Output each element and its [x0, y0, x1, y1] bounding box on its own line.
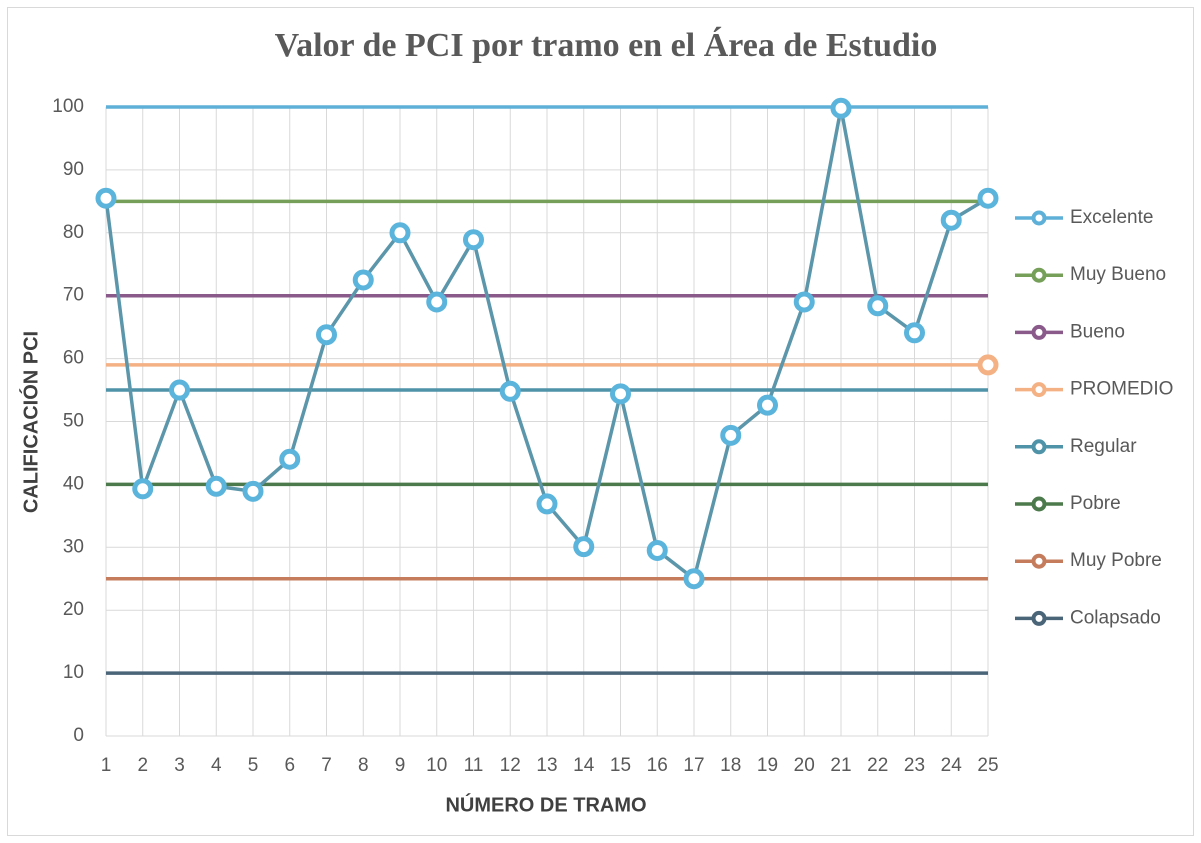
x-tick-label: 25 — [977, 755, 998, 776]
y-tick-label: 70 — [63, 285, 84, 306]
y-tick-label: 0 — [73, 725, 84, 746]
x-axis-title: NÚMERO DE TRAMO — [445, 792, 646, 816]
y-tick-label: 60 — [63, 348, 84, 369]
data-point — [132, 478, 154, 500]
x-tick-label: 11 — [464, 755, 484, 776]
legend-label: Regular — [1070, 436, 1137, 457]
data-point — [977, 187, 999, 209]
legend-label: Pobre — [1070, 493, 1121, 514]
legend-label: Bueno — [1070, 321, 1125, 342]
x-tick-label: 20 — [794, 755, 815, 776]
legend-label: Excelente — [1070, 207, 1153, 228]
legend-marker — [1031, 382, 1047, 398]
legend-marker — [1031, 267, 1047, 283]
data-point — [683, 568, 705, 590]
data-point — [646, 539, 668, 561]
legend-marker — [1031, 324, 1047, 340]
data-point — [830, 97, 852, 119]
x-tick-label: 7 — [321, 755, 332, 776]
x-tick-label: 14 — [573, 755, 595, 776]
y-tick-label: 100 — [52, 96, 84, 117]
data-point — [316, 324, 337, 346]
x-tick-label: 19 — [757, 755, 778, 776]
y-axis-title: CALIFICACIÓN PCI — [18, 331, 42, 513]
y-tick-label: 90 — [63, 159, 84, 180]
y-tick-label: 10 — [63, 662, 84, 683]
data-point — [720, 424, 742, 446]
data-point — [352, 269, 374, 291]
y-tick-label: 30 — [63, 536, 84, 557]
data-point — [610, 383, 631, 405]
x-tick-label: 12 — [500, 755, 521, 776]
x-tick-label: 6 — [284, 755, 295, 776]
chart-title: Valor de PCI por tramo en el Área de Est… — [275, 27, 938, 64]
x-tick-label: 24 — [941, 755, 963, 776]
data-point — [205, 475, 227, 497]
x-tick-label: 16 — [647, 755, 668, 776]
x-tick-label: 21 — [830, 755, 851, 776]
data-point — [169, 379, 190, 401]
x-tick-label: 15 — [610, 755, 631, 776]
x-tick-label: 10 — [426, 755, 447, 776]
data-point — [499, 380, 521, 402]
legend-label: PROMEDIO — [1070, 379, 1173, 400]
x-tick-label: 8 — [358, 755, 369, 776]
legend-marker — [1031, 439, 1047, 455]
data-point — [389, 222, 411, 244]
legend-marker — [1031, 553, 1047, 569]
legend-marker — [1031, 610, 1047, 626]
legend-label: Colapsado — [1070, 607, 1161, 628]
data-point — [793, 291, 815, 313]
data-point — [463, 229, 484, 251]
x-tick-label: 22 — [867, 755, 888, 776]
data-point — [573, 536, 595, 558]
x-tick-label: 13 — [536, 755, 557, 776]
x-tick-label: 2 — [137, 755, 148, 776]
x-tick-label: 5 — [248, 755, 259, 776]
data-point — [757, 394, 778, 416]
legend-label: Muy Bueno — [1070, 264, 1166, 285]
data-point — [977, 354, 999, 376]
data-point — [904, 322, 925, 344]
data-point — [867, 295, 889, 317]
data-point — [279, 448, 301, 470]
y-tick-label: 40 — [63, 473, 84, 494]
data-point — [536, 493, 558, 515]
x-tick-label: 1 — [101, 755, 112, 776]
legend-label: Muy Pobre — [1070, 550, 1162, 571]
y-tick-label: 20 — [63, 599, 84, 620]
x-tick-label: 23 — [904, 755, 925, 776]
x-tick-label: 9 — [395, 755, 406, 776]
data-point — [242, 480, 264, 502]
data-point — [95, 187, 117, 209]
data-point — [940, 209, 962, 231]
x-tick-label: 4 — [211, 755, 222, 776]
y-tick-label: 50 — [63, 411, 84, 432]
data-point — [426, 291, 448, 313]
x-tick-label: 18 — [720, 755, 741, 776]
x-tick-label: 3 — [174, 755, 185, 776]
y-tick-label: 80 — [63, 222, 84, 243]
x-tick-label: 17 — [683, 755, 704, 776]
legend-marker — [1031, 210, 1047, 226]
legend-marker — [1031, 496, 1047, 512]
